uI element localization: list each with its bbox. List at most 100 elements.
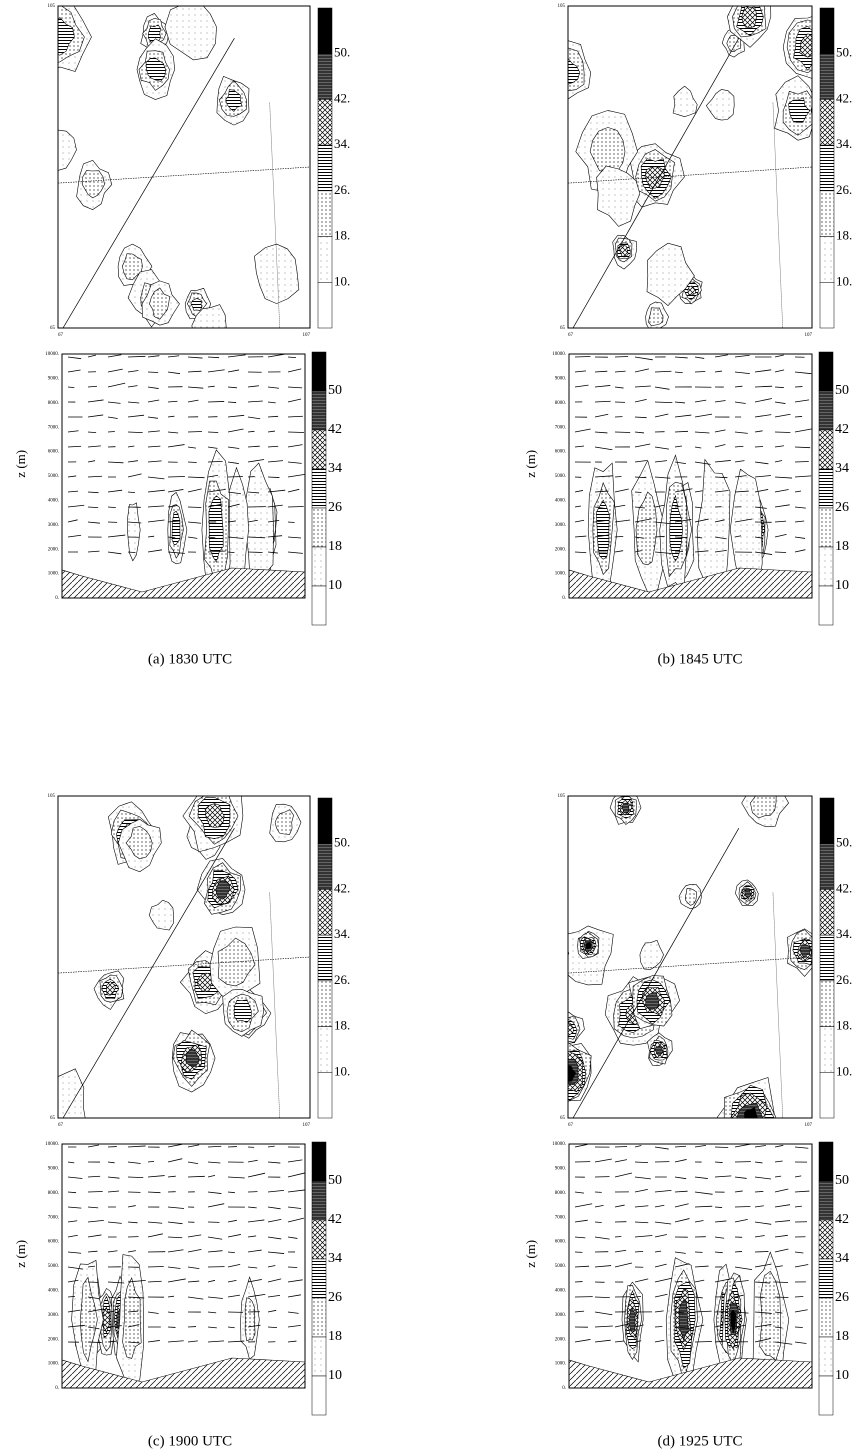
- wind-vector: [187, 356, 203, 359]
- colorbar-label: 10: [835, 1368, 849, 1383]
- wind-vector: [87, 385, 98, 388]
- wind-vector: [167, 1206, 185, 1209]
- wind-vector: [227, 446, 240, 449]
- y-tick-label: 5000.: [48, 1264, 59, 1269]
- contour: [730, 1310, 736, 1334]
- wind-vector: [227, 1340, 245, 1343]
- wind-vector: [674, 1203, 689, 1208]
- wind-vector: [127, 1221, 138, 1224]
- wind-vector: [147, 1233, 163, 1238]
- wind-vector: [167, 1249, 184, 1253]
- colorbar-segment: [819, 99, 835, 146]
- wind-vector: [774, 1281, 788, 1283]
- contour: [196, 972, 215, 993]
- wind-vector: [674, 488, 693, 493]
- wind-vector: [674, 519, 692, 523]
- corner-label: 105: [558, 4, 566, 9]
- contour: [678, 1299, 689, 1342]
- wind-vector: [247, 519, 258, 523]
- wind-vector: [247, 445, 260, 448]
- contour: [58, 17, 75, 56]
- wind-vector: [594, 506, 607, 510]
- colorbar-segment: [818, 429, 834, 470]
- y-axis-label: z (m): [13, 1240, 28, 1268]
- wind-vector: [614, 386, 624, 389]
- corner-label: 107: [303, 333, 311, 338]
- wind-vector: [794, 371, 812, 375]
- wind-vector: [247, 1293, 266, 1298]
- wind-vector: [227, 491, 241, 495]
- colorbar-segment: [311, 585, 327, 626]
- wind-vector: [754, 506, 767, 509]
- wind-vector: [734, 490, 749, 493]
- wind-vector: [714, 1161, 723, 1163]
- wind-vector: [187, 506, 202, 508]
- wind-vector: [147, 1280, 162, 1283]
- wind-vector: [594, 1204, 604, 1208]
- wind-vector: [634, 518, 652, 523]
- wind-vector: [794, 490, 802, 493]
- wind-vector: [167, 1295, 175, 1298]
- wind-vector: [714, 1175, 732, 1178]
- wind-vector: [694, 490, 703, 493]
- colorbar-segment: [317, 7, 333, 54]
- colorbar-label: 50: [328, 383, 342, 398]
- wind-vector: [287, 488, 300, 493]
- wind-vector: [774, 476, 793, 479]
- wind-vector: [287, 1206, 302, 1209]
- wind-vector: [694, 518, 709, 523]
- wind-vector: [594, 446, 613, 451]
- boundary-line: [772, 892, 783, 1118]
- colorbar-label: 26.: [836, 182, 852, 197]
- wind-vector: [187, 1175, 205, 1178]
- wind-vector: [794, 446, 811, 449]
- wind-vector: [287, 521, 295, 523]
- wind-vector: [147, 476, 165, 480]
- wind-vector: [794, 1309, 808, 1313]
- colorbar-label: 34.: [836, 136, 852, 151]
- wind-vector: [774, 431, 791, 433]
- wind-vector: [67, 1251, 82, 1254]
- wind-vector: [694, 399, 707, 403]
- wind-vector: [654, 535, 665, 538]
- contour: [127, 502, 141, 562]
- wind-vector: [694, 1191, 713, 1195]
- colorbar-label: 26: [835, 500, 849, 515]
- wind-vector: [207, 1191, 222, 1194]
- colorbar-label: 26: [328, 1290, 342, 1305]
- wind-vector: [267, 1206, 281, 1210]
- y-tick-label: 9000.: [48, 1167, 59, 1172]
- wind-vector: [674, 536, 688, 538]
- wind-vector: [734, 401, 746, 404]
- contour: [648, 307, 664, 327]
- wind-vector: [694, 1176, 708, 1179]
- wind-vector: [654, 1234, 667, 1238]
- wind-vector: [694, 1265, 709, 1268]
- wind-vector: [147, 1161, 155, 1163]
- wind-vector: [107, 1281, 125, 1284]
- colorbar-segment: [317, 99, 333, 146]
- colorbar-label: 18: [328, 1329, 342, 1344]
- section-view: [568, 1143, 813, 1389]
- wind-vector: [754, 489, 769, 493]
- wind-vector: [754, 385, 773, 388]
- wind-vector: [87, 1191, 103, 1193]
- wind-vector: [247, 1235, 257, 1238]
- wind-vector: [634, 1235, 653, 1238]
- wind-vector: [187, 446, 196, 449]
- contour: [645, 992, 660, 1010]
- wind-vector: [654, 446, 670, 450]
- colorbar-label: 18.: [836, 1018, 852, 1033]
- wind-vector: [694, 536, 703, 539]
- section-view: [61, 353, 306, 599]
- wind-vector: [167, 371, 181, 375]
- colorbar-segment: [311, 1375, 327, 1416]
- wind-vector: [267, 415, 279, 418]
- wind-vector: [107, 368, 123, 373]
- section-contours: [569, 354, 812, 598]
- contour: [696, 458, 731, 598]
- wind-vector: [287, 386, 303, 389]
- wind-vector: [267, 504, 283, 508]
- colorbar-segment: [819, 282, 835, 329]
- colorbar-label: 10: [328, 1368, 342, 1383]
